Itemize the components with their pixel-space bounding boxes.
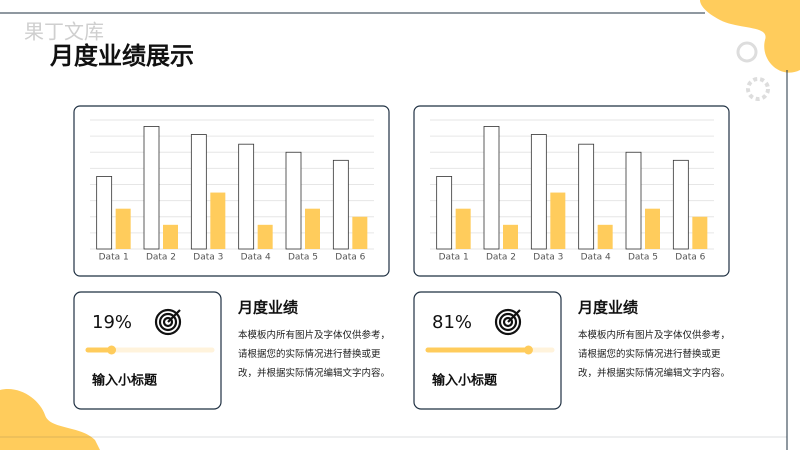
- bar: [455, 208, 471, 249]
- x-tick-label: Data 4: [581, 253, 611, 263]
- target-icon: [162, 316, 174, 328]
- percent-label: 19%: [92, 312, 132, 333]
- target-icon: [502, 316, 514, 328]
- card-body: 本模板内所有图片及字体仅供参考，请根据您的实际情况进行替换或更改，并根据实际情况…: [578, 330, 731, 379]
- bar: [96, 176, 113, 250]
- x-tick-label: Data 3: [193, 253, 223, 263]
- blob-decoration: [0, 389, 100, 450]
- target-icon: [494, 308, 522, 336]
- progress-knob: [107, 345, 117, 355]
- bar: [115, 208, 131, 249]
- target-icon: [158, 312, 178, 332]
- x-tick-label: Data 5: [628, 253, 658, 263]
- bar: [692, 216, 708, 249]
- bar: [625, 151, 642, 250]
- bar: [352, 216, 368, 249]
- x-tick-label: Data 3: [533, 253, 563, 263]
- page-title: 月度业绩展示: [49, 42, 194, 70]
- blob-decoration: [700, 0, 800, 73]
- target-icon: [507, 309, 521, 323]
- target-icon: [167, 309, 181, 323]
- gear-icon: [746, 77, 770, 101]
- x-tick-label: Data 1: [439, 253, 469, 263]
- bar: [305, 208, 320, 249]
- x-tick-label: Data 6: [335, 253, 365, 263]
- bar: [483, 126, 500, 250]
- bar: [332, 159, 349, 250]
- bar: [210, 192, 226, 249]
- bar: [578, 143, 595, 250]
- x-tick-label: Data 2: [486, 253, 516, 263]
- bar: [163, 224, 178, 249]
- bar: [238, 143, 255, 250]
- progress-knob: [523, 345, 533, 355]
- bar: [190, 134, 207, 250]
- card-subtitle: 输入小标题: [432, 373, 498, 389]
- x-tick-label: Data 2: [146, 253, 176, 263]
- card-heading: 月度业绩: [577, 299, 638, 317]
- bar: [672, 159, 689, 250]
- percent-label: 81%: [432, 312, 472, 333]
- bar: [257, 224, 273, 249]
- gear-icon: [736, 41, 758, 63]
- watermark: 果丁文库: [24, 20, 104, 44]
- card-subtitle: 输入小标题: [92, 373, 158, 389]
- x-tick-label: Data 1: [99, 253, 129, 263]
- target-icon: [498, 312, 518, 332]
- target-icon: [154, 308, 182, 336]
- x-tick-label: Data 6: [675, 253, 705, 263]
- card-body: 本模板内所有图片及字体仅供参考，请根据您的实际情况进行替换或更改，并根据实际情况…: [238, 330, 391, 379]
- x-tick-label: Data 4: [241, 253, 271, 263]
- bar: [550, 192, 566, 249]
- bar: [597, 224, 613, 249]
- bar: [143, 126, 160, 250]
- bar: [436, 176, 453, 250]
- card-heading: 月度业绩: [237, 299, 298, 317]
- x-tick-label: Data 5: [288, 253, 318, 263]
- bar: [285, 151, 302, 250]
- bar: [503, 224, 518, 249]
- bar: [645, 208, 660, 249]
- bar: [530, 134, 547, 250]
